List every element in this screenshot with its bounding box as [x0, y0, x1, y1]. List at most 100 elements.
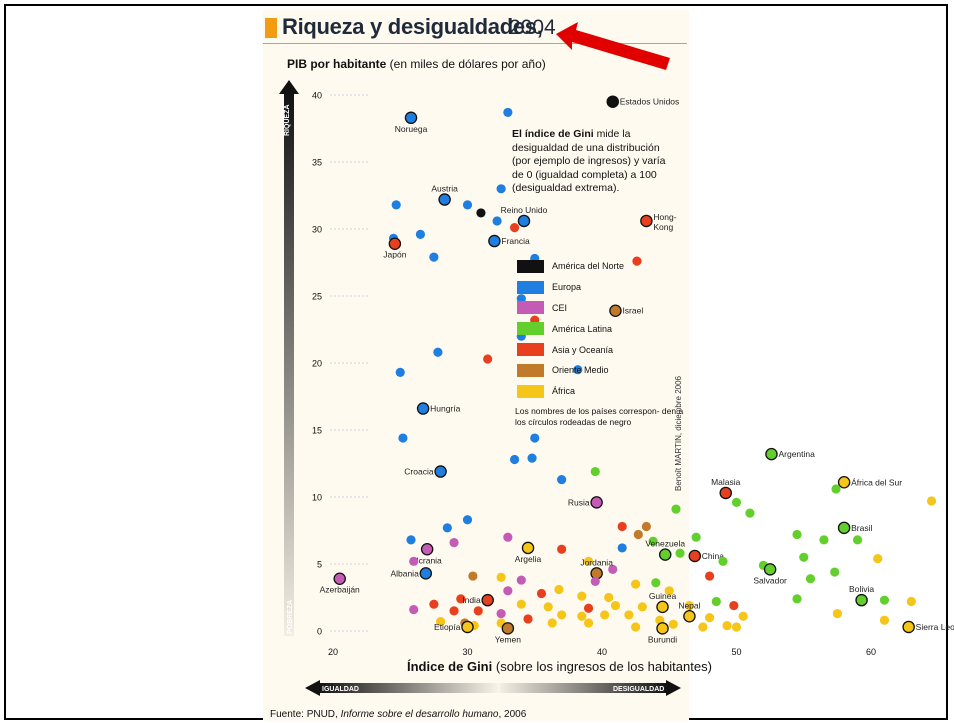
data-point-25 [395, 367, 405, 377]
point-label-59: Ucrania [413, 555, 443, 565]
data-point-43 [745, 508, 755, 518]
point-label-10: Hong- [653, 212, 676, 222]
source-title: Informe sobre el desarrollo humano [340, 709, 499, 720]
data-point-92 [456, 594, 466, 604]
data-point-23 [433, 347, 443, 357]
point-label-20: Israel [622, 306, 643, 316]
point-label-9: Reino Unido [501, 205, 548, 215]
point-label-0: Estados Unidos [620, 97, 680, 107]
data-point-128 [722, 621, 732, 631]
data-point-86 [554, 584, 564, 595]
data-point-88 [503, 586, 513, 596]
legend-label: CEI [552, 302, 568, 313]
data-point-14 [388, 237, 402, 250]
legend-label: Europa [552, 282, 582, 293]
data-point-58 [648, 536, 658, 546]
point-label-1: Noruega [395, 124, 428, 134]
data-point-107 [729, 600, 739, 611]
point-label-15: Francia [501, 236, 530, 246]
data-point-122 [436, 617, 446, 627]
point-label-74: Albania [390, 568, 419, 578]
x-tick-label-40: 40 [597, 647, 607, 657]
x-tick-label-50: 50 [731, 647, 741, 657]
x-axis-label: Índice de Gini (sobre los ingresos de lo… [407, 659, 712, 674]
data-point-41 [926, 496, 937, 506]
legend-label: África [552, 386, 576, 397]
point-label-14: Japón [383, 250, 406, 260]
data-point-29 [530, 433, 540, 443]
data-point-103 [610, 600, 621, 611]
data-point-111 [496, 608, 506, 619]
y-axis-gradient-bar [284, 90, 294, 636]
x-tick-label-60: 60 [866, 647, 876, 657]
data-point-64 [658, 548, 672, 561]
data-point-81 [516, 575, 526, 585]
data-point-36 [837, 476, 851, 489]
names-note: Los nombres de los países correspon- den… [515, 406, 684, 427]
data-point-42 [671, 504, 681, 514]
data-point-97 [855, 593, 868, 607]
y-tick-label-25: 25 [312, 292, 322, 302]
data-point-45 [442, 523, 452, 533]
data-point-72 [608, 564, 618, 574]
data-point-3 [438, 193, 451, 206]
data-point-105 [656, 600, 669, 614]
legend-label: Oriente Medio [552, 365, 609, 376]
y-tick-label-5: 5 [317, 560, 322, 570]
data-point-77 [805, 574, 816, 584]
data-point-109 [449, 606, 459, 616]
data-point-118 [738, 611, 748, 621]
data-point-60 [521, 541, 535, 555]
point-label-75: Salvador [753, 575, 787, 585]
data-point-38 [719, 486, 732, 500]
data-point-18 [632, 256, 642, 266]
data-point-85 [333, 572, 346, 585]
data-point-16 [429, 252, 439, 262]
data-point-20 [609, 304, 622, 317]
chart-year: 2004 [509, 16, 556, 39]
data-point-96 [879, 595, 890, 605]
data-point-112 [557, 610, 567, 620]
data-point-134 [656, 622, 669, 635]
data-point-75 [763, 563, 777, 576]
legend-item: CEI [517, 298, 624, 319]
point-label-35: Argentina [778, 449, 815, 459]
data-point-56 [852, 535, 863, 545]
point-label-93: India [462, 595, 481, 605]
y-tick-label-35: 35 [312, 158, 322, 168]
data-point-61 [617, 543, 627, 553]
x-axis-label-rest: (sobre los ingresos de los habitantes) [492, 659, 712, 674]
data-point-35 [765, 447, 778, 461]
data-point-34 [557, 474, 567, 485]
data-point-5 [391, 200, 401, 210]
data-point-53 [406, 535, 416, 545]
data-point-52 [503, 532, 513, 542]
legend-label: América del Norte [552, 261, 625, 272]
point-label-48: Brasil [851, 523, 872, 533]
data-point-48 [837, 521, 851, 535]
bottom-label-desigualdad: DESIGUALDAD [613, 686, 664, 693]
data-point-68 [583, 556, 594, 566]
data-point-54 [449, 537, 459, 548]
data-point-19 [516, 294, 526, 304]
data-point-9 [517, 214, 531, 228]
data-point-70 [409, 556, 419, 566]
legend-swatch [517, 280, 544, 294]
data-point-55 [819, 535, 829, 545]
data-point-82 [590, 576, 600, 587]
source-suffix: , 2006 [498, 709, 527, 720]
data-point-108 [409, 604, 419, 615]
point-label-97: Bolivia [849, 584, 874, 594]
data-point-91 [604, 592, 614, 603]
data-point-79 [468, 571, 478, 581]
data-point-94 [429, 599, 439, 609]
data-point-98 [792, 594, 802, 604]
data-point-50 [633, 529, 643, 540]
red-arrow-icon [556, 22, 670, 70]
data-point-39 [590, 496, 603, 509]
data-point-40 [731, 497, 742, 507]
point-label-134: Burundi [648, 634, 677, 644]
x-axis-gradient-bar-right [500, 683, 668, 693]
title-accent-bar [265, 18, 277, 38]
